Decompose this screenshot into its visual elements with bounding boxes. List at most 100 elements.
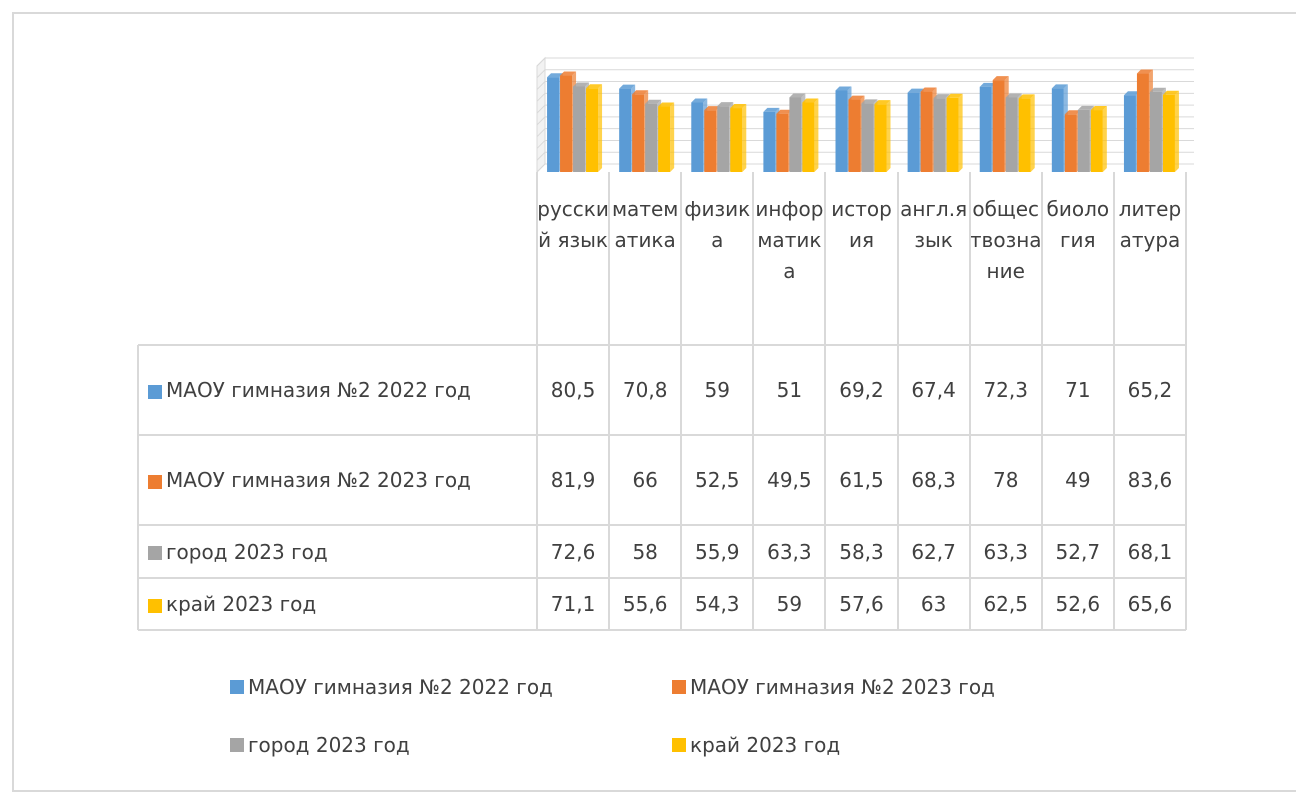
category-label: англ.язык <box>900 197 968 252</box>
row-label: край 2023 год <box>138 578 537 630</box>
data-value: 72,6 <box>550 539 596 564</box>
bar <box>1005 97 1018 172</box>
grid-line <box>536 128 1194 138</box>
table-border <box>896 172 899 630</box>
bar <box>1090 110 1103 172</box>
category-label: обществознание <box>969 197 1042 283</box>
legend-label: край 2023 год <box>690 733 841 757</box>
grid-line <box>536 151 1194 161</box>
category-label: история <box>831 197 892 252</box>
data-value: 59 <box>776 592 803 616</box>
data-value: 52,6 <box>1055 592 1101 616</box>
bar <box>1051 88 1064 172</box>
data-value: 62,5 <box>983 592 1028 616</box>
bar-top <box>835 86 852 91</box>
data-value: 62,7 <box>911 539 956 564</box>
bar-top <box>573 82 590 87</box>
bar-top <box>1149 87 1166 92</box>
category-label: русский язык <box>537 197 609 252</box>
data-value: 63,3 <box>983 539 1028 564</box>
data-value: 71 <box>1065 378 1091 402</box>
legend-item: МАОУ гимназия №2 2023 год <box>672 673 995 701</box>
bar <box>992 80 1005 172</box>
legend-item: МАОУ гимназия №2 2022 год <box>230 673 553 701</box>
bar-top <box>730 104 747 109</box>
category-label: математика <box>611 197 679 252</box>
bar-top <box>717 102 734 107</box>
table-border <box>968 172 971 630</box>
bar-side <box>1174 90 1179 172</box>
category-label: физика <box>684 197 751 252</box>
data-value: 52,7 <box>1055 539 1101 564</box>
legend-key <box>148 546 162 560</box>
legend-key <box>672 680 686 694</box>
data-value: 67,4 <box>911 378 956 402</box>
bar-top <box>802 98 819 103</box>
bar <box>645 103 658 172</box>
bar-top <box>933 94 950 99</box>
bar-top <box>691 98 708 103</box>
bar-top <box>776 109 793 114</box>
bar-side <box>886 100 891 172</box>
data-value: 55,9 <box>695 539 740 564</box>
bar-top <box>1018 94 1035 99</box>
data-value: 57,6 <box>839 592 884 616</box>
data-value: 72,3 <box>983 378 1028 402</box>
bar <box>874 104 887 172</box>
grid-line <box>536 69 1194 79</box>
bar-top <box>874 100 891 105</box>
grid-line <box>536 139 1194 149</box>
data-value: 63,3 <box>767 539 812 564</box>
data-value: 58,3 <box>839 539 884 564</box>
bar-top <box>1051 84 1068 89</box>
bar-top <box>1005 93 1022 98</box>
data-value: 78 <box>992 468 1019 492</box>
bar-top <box>586 84 603 89</box>
bar <box>573 86 586 172</box>
data-value: 63 <box>920 592 947 616</box>
bar-top <box>848 95 865 100</box>
bar <box>560 75 573 172</box>
bar-side <box>598 84 603 172</box>
bar-top <box>907 88 924 93</box>
bar <box>1077 109 1090 172</box>
table-border <box>1185 172 1187 630</box>
bar <box>658 106 671 172</box>
bar-top <box>1162 90 1179 95</box>
bar-side <box>814 98 819 172</box>
category-label: литература <box>1118 197 1182 252</box>
table-border <box>752 172 755 630</box>
legend-label: МАОУ гимназия №2 2023 год <box>690 675 995 699</box>
bar-top <box>1064 110 1081 115</box>
bar <box>1149 91 1162 172</box>
table-border <box>138 524 1186 526</box>
bar-top <box>1123 91 1140 96</box>
bar <box>1123 95 1136 172</box>
bar-top <box>920 87 937 92</box>
bar <box>1136 73 1149 172</box>
grid-line <box>536 92 1194 102</box>
table-border <box>138 629 1186 631</box>
bar-top <box>645 99 662 104</box>
bar <box>717 106 730 172</box>
table-border <box>680 172 683 630</box>
legend-key <box>148 384 162 399</box>
data-value: 81,9 <box>550 468 596 492</box>
category-label: биология <box>1046 197 1110 252</box>
bar <box>1064 114 1077 172</box>
bar <box>802 102 815 172</box>
bar <box>632 94 645 172</box>
bar-top <box>1136 69 1153 74</box>
data-value: 59 <box>704 378 730 402</box>
legend-label: МАОУ гимназия №2 2022 год <box>248 675 553 699</box>
bar-top <box>763 107 780 112</box>
bar <box>1018 98 1031 172</box>
table-border <box>138 434 1186 436</box>
bar-top <box>789 93 806 98</box>
bar <box>547 77 560 172</box>
bar-top <box>619 84 636 89</box>
bar <box>946 97 959 172</box>
bar <box>776 113 789 172</box>
bar-top <box>992 76 1009 81</box>
